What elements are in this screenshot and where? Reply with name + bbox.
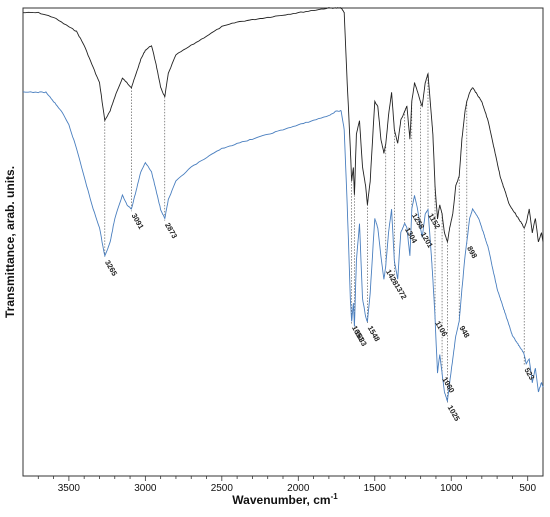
x-axis-label-superscript: -1 [331,492,339,501]
y-axis-label: Transmittance, arab. units. [3,166,17,318]
annotation-label-3265: 3265 [103,259,119,278]
annotation-label-1304: 1304 [403,226,420,246]
x-tick-label-2500: 2500 [211,483,234,494]
annotation-label-1372: 1372 [393,282,409,301]
x-tick-label-3500: 3500 [58,483,81,494]
x-axis-ticks: 3500 3000 2500 2000 1500 1000 500 [37,476,536,494]
x-tick-label-1500: 1500 [364,483,387,494]
annotation-label-1060: 1060 [440,375,456,394]
annotation-label-523: 523 [522,366,536,381]
spectrum-line-1 [23,7,544,244]
x-axis-label: Wavenumber, cm-1 [232,492,338,507]
annotation-label-948: 948 [457,324,471,339]
annotation-label-2873: 2873 [163,221,179,240]
x-tick-label-2000: 2000 [287,483,310,494]
spectrum-series [22,7,544,403]
x-tick-label-500: 500 [519,483,536,494]
x-tick-label-3000: 3000 [134,483,157,494]
plot-frame [22,7,544,477]
annotation-label-1025: 1025 [446,404,462,423]
x-tick-label-1000: 1000 [440,483,463,494]
spectrum-line-2 [22,91,544,403]
annotation-guides [104,73,525,404]
annotation-label-1201: 1201 [419,230,435,249]
annotation-label-3091: 3091 [130,212,146,231]
annotation-label-898: 898 [465,245,479,260]
annotation-label-1633: 1633 [353,329,369,348]
